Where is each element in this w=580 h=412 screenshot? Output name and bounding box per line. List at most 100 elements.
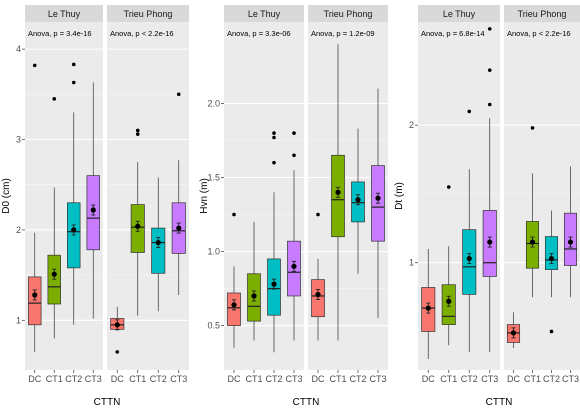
x-tick-label: CT1 xyxy=(440,374,457,384)
facet-panel: Le Thuy DC CT1 CT2 CT3 Anova, p = 6.8e-14 xyxy=(418,5,500,384)
facet-strip xyxy=(504,5,580,22)
outlier-point xyxy=(71,80,76,85)
facet-panel: Trieu Phong DC CT1 CT2 CT3 Anova, p = 1.2e-09 xyxy=(308,5,388,384)
mean-point xyxy=(51,271,57,277)
mean-point xyxy=(335,189,341,195)
y-tick-label: 1 xyxy=(409,258,414,268)
outlier-point xyxy=(292,153,296,158)
anova-annotation: Anova, p < 2.2e-16 xyxy=(110,29,174,38)
box-CT2 xyxy=(151,177,166,312)
x-tick-label: DC xyxy=(312,374,325,384)
mean-point xyxy=(271,281,277,287)
outlier-point xyxy=(135,132,140,136)
box-DC xyxy=(227,212,241,348)
x-tick-label: CT3 xyxy=(369,374,386,384)
y-tick-label: 1.0 xyxy=(207,247,220,257)
facet-strip-label: Trieu Phong xyxy=(124,9,173,19)
outlier-point xyxy=(32,63,37,68)
outlier-point xyxy=(115,350,120,354)
facet-strip xyxy=(308,5,388,22)
mean-point xyxy=(251,293,257,299)
outlier-point xyxy=(446,185,451,189)
box-DC xyxy=(421,248,436,359)
mean-point xyxy=(355,197,361,203)
box xyxy=(151,227,166,274)
mean-point xyxy=(135,223,141,229)
box-DC xyxy=(311,212,325,341)
x-tick-label: DC xyxy=(28,374,41,384)
x-tick-label: DC xyxy=(422,374,435,384)
mean-point xyxy=(114,322,120,328)
mean-point xyxy=(71,227,77,233)
x-tick-label: CT3 xyxy=(170,374,187,384)
box-CT3 xyxy=(482,27,497,353)
box-DC xyxy=(28,63,42,352)
y-tick-label: 2 xyxy=(409,120,414,130)
anova-annotation: Anova, p = 1.2e-09 xyxy=(311,29,375,38)
y-axis-title: Dt (m) xyxy=(394,182,405,210)
anova-annotation: Anova, p = 6.8e-14 xyxy=(421,29,485,38)
box-CT1 xyxy=(130,128,145,316)
y-tick-label: 3 xyxy=(16,135,21,145)
anova-annotation: Anova, p < 2.2e-16 xyxy=(507,29,571,38)
outlier-point xyxy=(487,102,492,107)
box-CT1 xyxy=(331,44,345,341)
chart-3: Le Thuy DC CT1 CT2 CT3 Anova, p = 6.8e-14 Trie… xyxy=(394,5,580,408)
x-tick-label: CT1 xyxy=(245,374,262,384)
facet-panel: Le Thuy DC CT1 CT2 CT3 Anova, p = 3.4e-16 xyxy=(25,5,103,384)
x-tick-label: CT3 xyxy=(285,374,302,384)
x-tick-label: CT1 xyxy=(129,374,146,384)
mean-point xyxy=(291,263,297,269)
facet-strip-label: Trieu Phong xyxy=(324,9,373,19)
x-axis-title: CTTN xyxy=(486,397,513,408)
x-tick-label: DC xyxy=(507,374,520,384)
facet-strip xyxy=(107,5,189,22)
x-tick-label: DC xyxy=(111,374,124,384)
y-tick-label: 1 xyxy=(16,315,21,325)
mean-point xyxy=(231,302,237,308)
outlier-point xyxy=(530,126,535,130)
mean-point xyxy=(315,291,321,298)
outlier-point xyxy=(272,135,276,140)
x-tick-label: CT2 xyxy=(349,374,366,384)
box-CT2 xyxy=(351,128,365,274)
facet-panel: Le Thuy DC CT1 CT2 CT3 Anova, p = 3.3e-06 xyxy=(224,5,304,384)
outlier-point xyxy=(549,329,554,334)
mean-point xyxy=(529,239,536,245)
panel-background xyxy=(107,22,189,370)
facet-strip-label: Trieu Phong xyxy=(518,9,567,19)
x-tick-label: CT3 xyxy=(481,374,498,384)
box-DC xyxy=(110,306,125,354)
outlier-point xyxy=(292,131,296,135)
facet-strip xyxy=(25,5,103,22)
facet-strip xyxy=(224,5,304,22)
x-tick-label: DC xyxy=(228,374,241,384)
outlier-point xyxy=(232,212,236,217)
mean-point xyxy=(548,255,555,262)
box-CT2 xyxy=(462,109,477,353)
facet-panel: Trieu Phong DC CT1 CT2 CT3 Anova, p < 2.2e-16 xyxy=(107,5,189,384)
outlier-point xyxy=(467,109,472,114)
box-CT2 xyxy=(544,210,559,334)
x-tick-label: CT1 xyxy=(329,374,346,384)
box-CT3 xyxy=(371,88,385,319)
outlier-point xyxy=(272,160,276,165)
outlier-point xyxy=(487,27,492,31)
x-tick-label: CT2 xyxy=(65,374,82,384)
mean-point xyxy=(90,207,96,213)
x-tick-label: CT2 xyxy=(150,374,167,384)
y-tick-label: 4 xyxy=(16,44,21,54)
panel-background xyxy=(504,22,580,370)
outlier-point xyxy=(52,97,57,101)
x-tick-label: CT2 xyxy=(461,374,478,384)
mean-point xyxy=(487,239,493,245)
mean-point xyxy=(375,195,381,201)
facet-strip-label: Le Thuy xyxy=(443,9,476,19)
mean-point xyxy=(466,255,472,262)
box-CT2 xyxy=(267,131,281,353)
mean-point xyxy=(425,305,431,311)
outlier-point xyxy=(135,128,140,133)
box xyxy=(544,236,559,270)
